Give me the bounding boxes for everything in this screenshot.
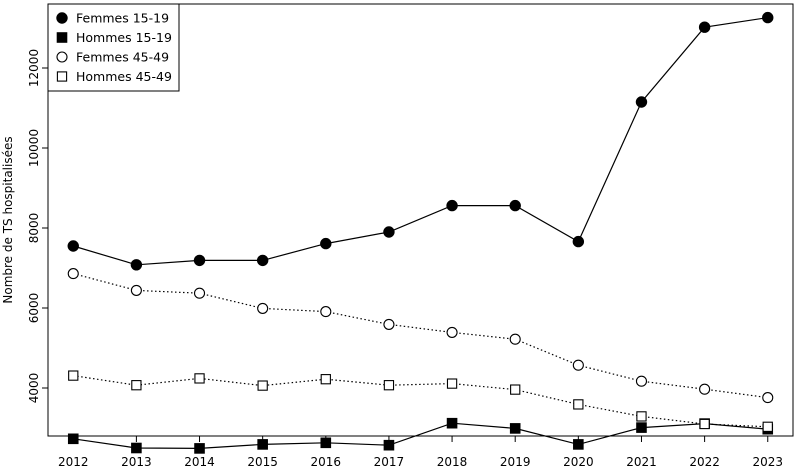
y-tick-label: 10000 (27, 129, 41, 167)
legend-label: Hommes 15-19 (76, 30, 172, 45)
legend-marker (56, 32, 68, 43)
data-point (509, 199, 521, 212)
legend-label: Femmes 15-19 (76, 11, 169, 26)
data-point (320, 306, 332, 318)
data-point (446, 326, 458, 338)
data-point (67, 433, 79, 445)
data-point (320, 437, 332, 449)
data-point (320, 374, 331, 385)
y-tick-label: 8000 (27, 213, 41, 244)
data-point (320, 237, 332, 250)
data-point (256, 254, 269, 267)
series-line (73, 17, 768, 266)
data-point (446, 199, 458, 212)
y-axis: 4000 6000 8000 10000 12000 (27, 49, 49, 404)
data-point (193, 254, 206, 267)
data-point (762, 392, 774, 404)
x-tick-label: 2023 (752, 455, 783, 469)
x-tick-label: 2020 (563, 455, 594, 469)
series-line (73, 422, 768, 450)
x-axis: 2012 2013 2014 2015 2016 2017 2018 2019 2020 2021… (58, 435, 783, 469)
x-tick-label: 2021 (626, 455, 657, 469)
data-point (635, 375, 648, 387)
data-point (194, 373, 205, 384)
x-tick-label: 2018 (437, 455, 468, 469)
data-point (383, 318, 395, 330)
y-tick-label: 6000 (27, 293, 41, 324)
data-point (509, 423, 521, 434)
data-point (194, 443, 205, 454)
legend: Femmes 15-19 Hommes 15-19 Femmes 45-49 Homm… (47, 3, 180, 92)
data-point (699, 383, 711, 395)
data-point (446, 417, 458, 429)
legend-marker (56, 12, 68, 24)
data-point (636, 411, 647, 422)
data-point (131, 380, 142, 391)
data-point (762, 11, 774, 24)
data-point (573, 399, 584, 410)
data-point (193, 287, 206, 299)
y-tick-label: 4000 (27, 373, 41, 404)
data-point (635, 96, 648, 108)
data-point (68, 370, 79, 381)
data-point (383, 226, 395, 238)
x-tick-label: 2015 (247, 455, 278, 469)
series-3 (68, 370, 773, 432)
x-tick-label: 2017 (374, 455, 405, 469)
data-point (573, 439, 584, 450)
data-point (131, 442, 142, 454)
series-line (73, 273, 768, 399)
data-point (572, 235, 585, 248)
data-point (509, 333, 521, 345)
data-point (257, 439, 268, 450)
legend-box (47, 3, 180, 92)
data-point (446, 378, 458, 389)
legend-marker (56, 51, 68, 63)
data-point (699, 418, 710, 430)
series-0 (67, 11, 774, 271)
data-point (130, 284, 142, 296)
x-tick-label: 2022 (689, 455, 720, 469)
legend-marker (56, 71, 68, 82)
series-layer (67, 11, 774, 454)
y-axis-title: Nombre de TS hospitalisées (1, 136, 15, 303)
x-tick-label: 2012 (58, 455, 89, 469)
x-tick-label: 2019 (500, 455, 531, 469)
series-line (73, 375, 768, 428)
data-point (510, 384, 521, 395)
x-tick-label: 2016 (311, 455, 342, 469)
series-2 (67, 268, 774, 404)
data-point (572, 359, 584, 371)
data-point (67, 240, 79, 252)
data-point (257, 302, 269, 314)
data-point (636, 422, 647, 433)
data-point (257, 380, 268, 391)
x-tick-label: 2014 (184, 455, 215, 469)
y-tick-label: 12000 (27, 49, 41, 87)
data-point (130, 259, 143, 271)
legend-label: Femmes 45-49 (76, 50, 169, 65)
x-tick-label: 2013 (121, 455, 152, 469)
data-point (383, 439, 395, 451)
data-point (67, 268, 79, 280)
data-point (383, 380, 395, 391)
data-point (698, 21, 711, 33)
data-point (762, 421, 773, 432)
legend-label: Hommes 45-49 (76, 69, 172, 84)
